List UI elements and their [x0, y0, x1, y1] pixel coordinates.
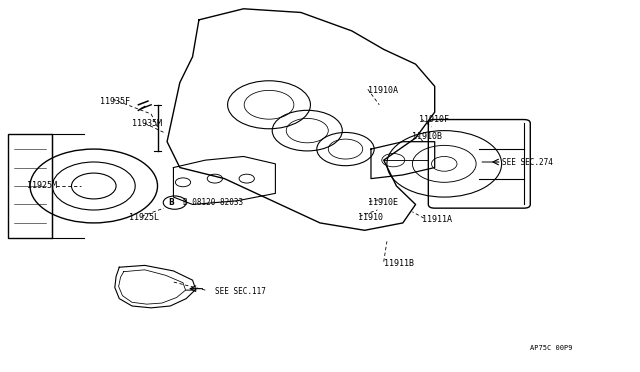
Text: B: B — [168, 198, 174, 207]
Text: 11925M: 11925M — [27, 182, 57, 190]
Bar — [8, 134, 52, 238]
Text: 11910A: 11910A — [368, 86, 398, 94]
Text: B 08120-82033: B 08120-82033 — [183, 198, 243, 207]
Text: 11935M: 11935M — [132, 119, 162, 128]
Text: SEE SEC.117: SEE SEC.117 — [215, 287, 266, 296]
Text: 11925L: 11925L — [129, 213, 159, 222]
Text: 11911B: 11911B — [384, 259, 413, 268]
Text: 11935F: 11935F — [100, 97, 130, 106]
Text: 11910E: 11910E — [368, 198, 398, 207]
Text: 11911A: 11911A — [422, 215, 452, 224]
Text: 11910F: 11910F — [419, 115, 449, 124]
Text: SEE SEC.274: SEE SEC.274 — [502, 157, 552, 167]
Text: 11910B: 11910B — [412, 132, 442, 141]
Text: AP75C 00P9: AP75C 00P9 — [531, 346, 573, 352]
Text: 11910: 11910 — [358, 213, 383, 222]
